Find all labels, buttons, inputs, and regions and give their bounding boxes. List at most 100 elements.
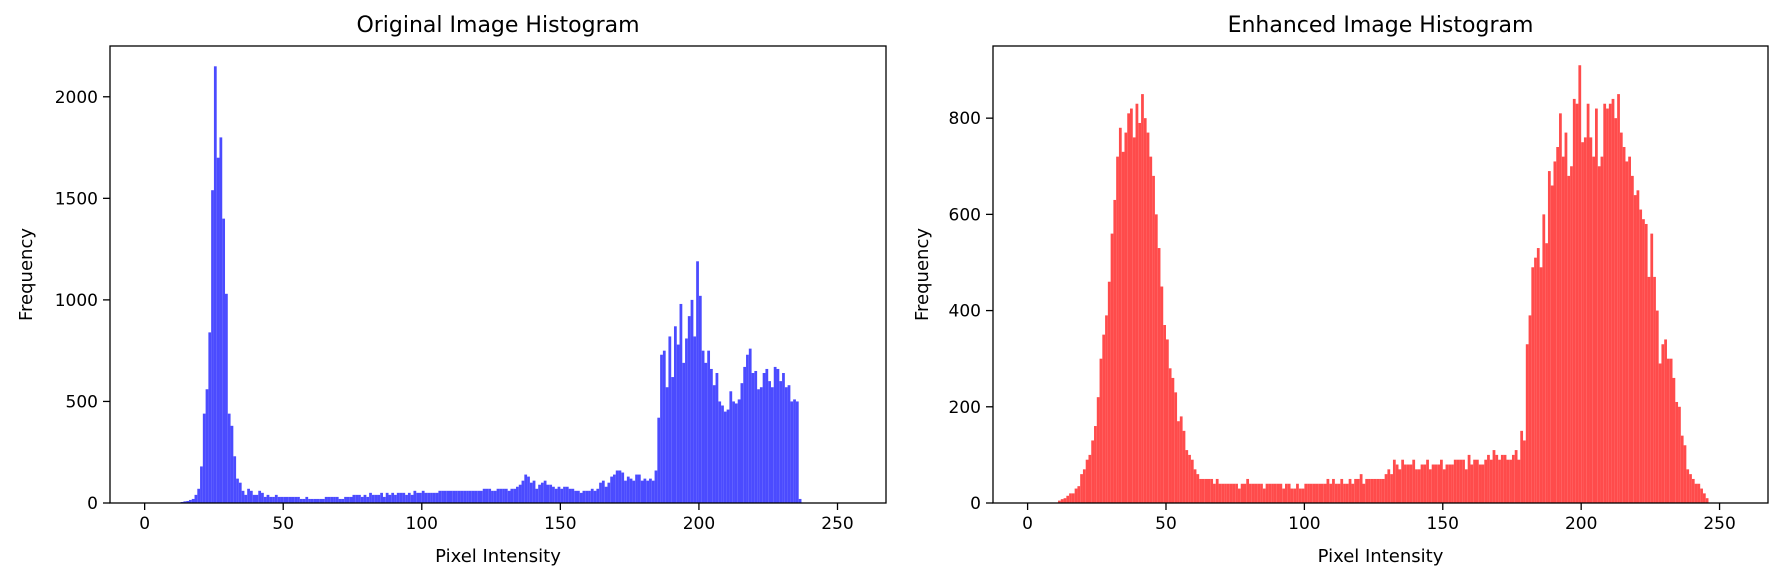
histogram-bar xyxy=(308,498,311,503)
histogram-bar xyxy=(1135,103,1139,503)
histogram-bar xyxy=(1337,483,1341,503)
histogram-bar xyxy=(1340,478,1344,503)
histogram-bar xyxy=(1240,483,1244,503)
histogram-bar xyxy=(1279,483,1283,503)
plot-frame xyxy=(992,45,1769,504)
histogram-bar xyxy=(1320,483,1324,503)
x-axis-ticks: 0 50 100 150 200 250 xyxy=(139,503,854,534)
histogram-bar xyxy=(1500,454,1504,503)
histogram-bar xyxy=(258,490,262,503)
histogram-bar xyxy=(510,488,514,503)
histogram-bar xyxy=(1165,339,1169,503)
histogram-bar xyxy=(1113,199,1117,504)
histogram-bar xyxy=(305,496,309,503)
histogram-bar xyxy=(1595,108,1598,504)
histogram-bar xyxy=(574,490,577,503)
histogram-bar xyxy=(1171,377,1175,503)
histogram-bar xyxy=(1069,493,1072,503)
histogram-bar xyxy=(1118,127,1122,504)
histogram-bar xyxy=(784,387,788,503)
histogram-bar xyxy=(632,480,636,503)
histogram-bar xyxy=(1110,233,1114,503)
histogram-bar xyxy=(1705,498,1709,503)
histogram-bar xyxy=(1661,344,1665,503)
x-tick-label: 100 xyxy=(1288,514,1320,534)
histogram-bar xyxy=(1553,161,1557,503)
histogram-bar xyxy=(468,490,472,503)
histogram-bar xyxy=(1686,469,1690,503)
histogram-bar xyxy=(1434,464,1438,503)
histogram-bar xyxy=(1617,94,1620,504)
histogram-bar xyxy=(1060,499,1064,503)
histogram-bar xyxy=(1556,147,1560,503)
histogram-bar xyxy=(388,494,392,503)
histogram-bar xyxy=(283,496,286,503)
histogram-bar xyxy=(571,488,575,503)
histogram-bar xyxy=(1058,500,1061,503)
y-tick-label: 1000 xyxy=(55,291,98,311)
histogram-bar xyxy=(1185,450,1189,503)
histogram-bar xyxy=(646,480,650,503)
histogram-bar xyxy=(382,496,386,503)
histogram-bar xyxy=(698,295,702,503)
histogram-bar xyxy=(1478,464,1482,503)
histogram-bar xyxy=(188,499,192,503)
histogram-bar xyxy=(1431,464,1435,503)
histogram-bar xyxy=(1124,132,1128,503)
histogram-bar xyxy=(191,498,195,503)
histogram-bar xyxy=(1088,454,1092,503)
histogram-bar xyxy=(1498,459,1501,503)
histogram-bar xyxy=(432,492,436,503)
histogram-bar xyxy=(471,490,475,503)
y-tick-label: 800 xyxy=(949,109,981,129)
histogram-bar xyxy=(1525,344,1529,503)
histogram-bar xyxy=(1296,483,1299,503)
y-tick-label: 400 xyxy=(949,302,981,322)
histogram-bar xyxy=(704,362,708,503)
histogram-bar xyxy=(743,366,747,503)
histogram-bar xyxy=(1201,478,1205,503)
histogram-bar xyxy=(1655,310,1659,503)
histogram-bar xyxy=(1168,368,1172,503)
histogram-bar xyxy=(1506,459,1510,503)
histogram-bar xyxy=(701,350,705,503)
histogram-bar xyxy=(1517,459,1521,503)
histogram-bar xyxy=(427,492,431,503)
histogram-bar xyxy=(1218,483,1222,503)
histogram-bar xyxy=(1475,459,1479,503)
histogram-bar xyxy=(183,501,187,503)
histogram-bar xyxy=(457,490,461,503)
histogram-bars xyxy=(180,66,802,504)
histogram-bar xyxy=(1572,98,1576,504)
x-axis-label: Pixel Intensity xyxy=(435,546,561,567)
histogram-bar xyxy=(712,385,716,503)
histogram-bar xyxy=(366,496,370,503)
histogram-bar xyxy=(768,381,771,503)
histogram-bar xyxy=(496,488,500,503)
histogram-bar xyxy=(1511,454,1515,503)
histogram-bar xyxy=(186,500,189,503)
histogram-bar xyxy=(1534,257,1537,503)
histogram-bar xyxy=(1163,325,1166,503)
histogram-bar xyxy=(371,494,375,503)
histogram-bar xyxy=(1179,416,1183,503)
y-axis-ticks: 0 500 1000 1500 2000 xyxy=(55,88,110,514)
histogram-bar xyxy=(1348,478,1352,503)
histogram-bar xyxy=(1423,464,1427,503)
histogram-bar xyxy=(222,218,226,503)
histogram-bar xyxy=(1545,243,1548,504)
histogram-bar xyxy=(543,480,547,503)
histogram-bar xyxy=(327,496,331,503)
histogram-bar xyxy=(194,494,198,503)
histogram-bar xyxy=(435,492,439,503)
histogram-bar xyxy=(1412,459,1416,503)
histogram-bar xyxy=(197,488,201,503)
histogram-bar xyxy=(1298,488,1302,503)
histogram-bar xyxy=(241,490,245,503)
histogram-bar xyxy=(1237,488,1241,503)
histogram-bar xyxy=(637,474,641,503)
histogram-bar xyxy=(269,496,273,503)
histogram-bar xyxy=(316,498,320,503)
histogram-bar xyxy=(319,498,323,503)
histogram-bar xyxy=(355,494,359,503)
